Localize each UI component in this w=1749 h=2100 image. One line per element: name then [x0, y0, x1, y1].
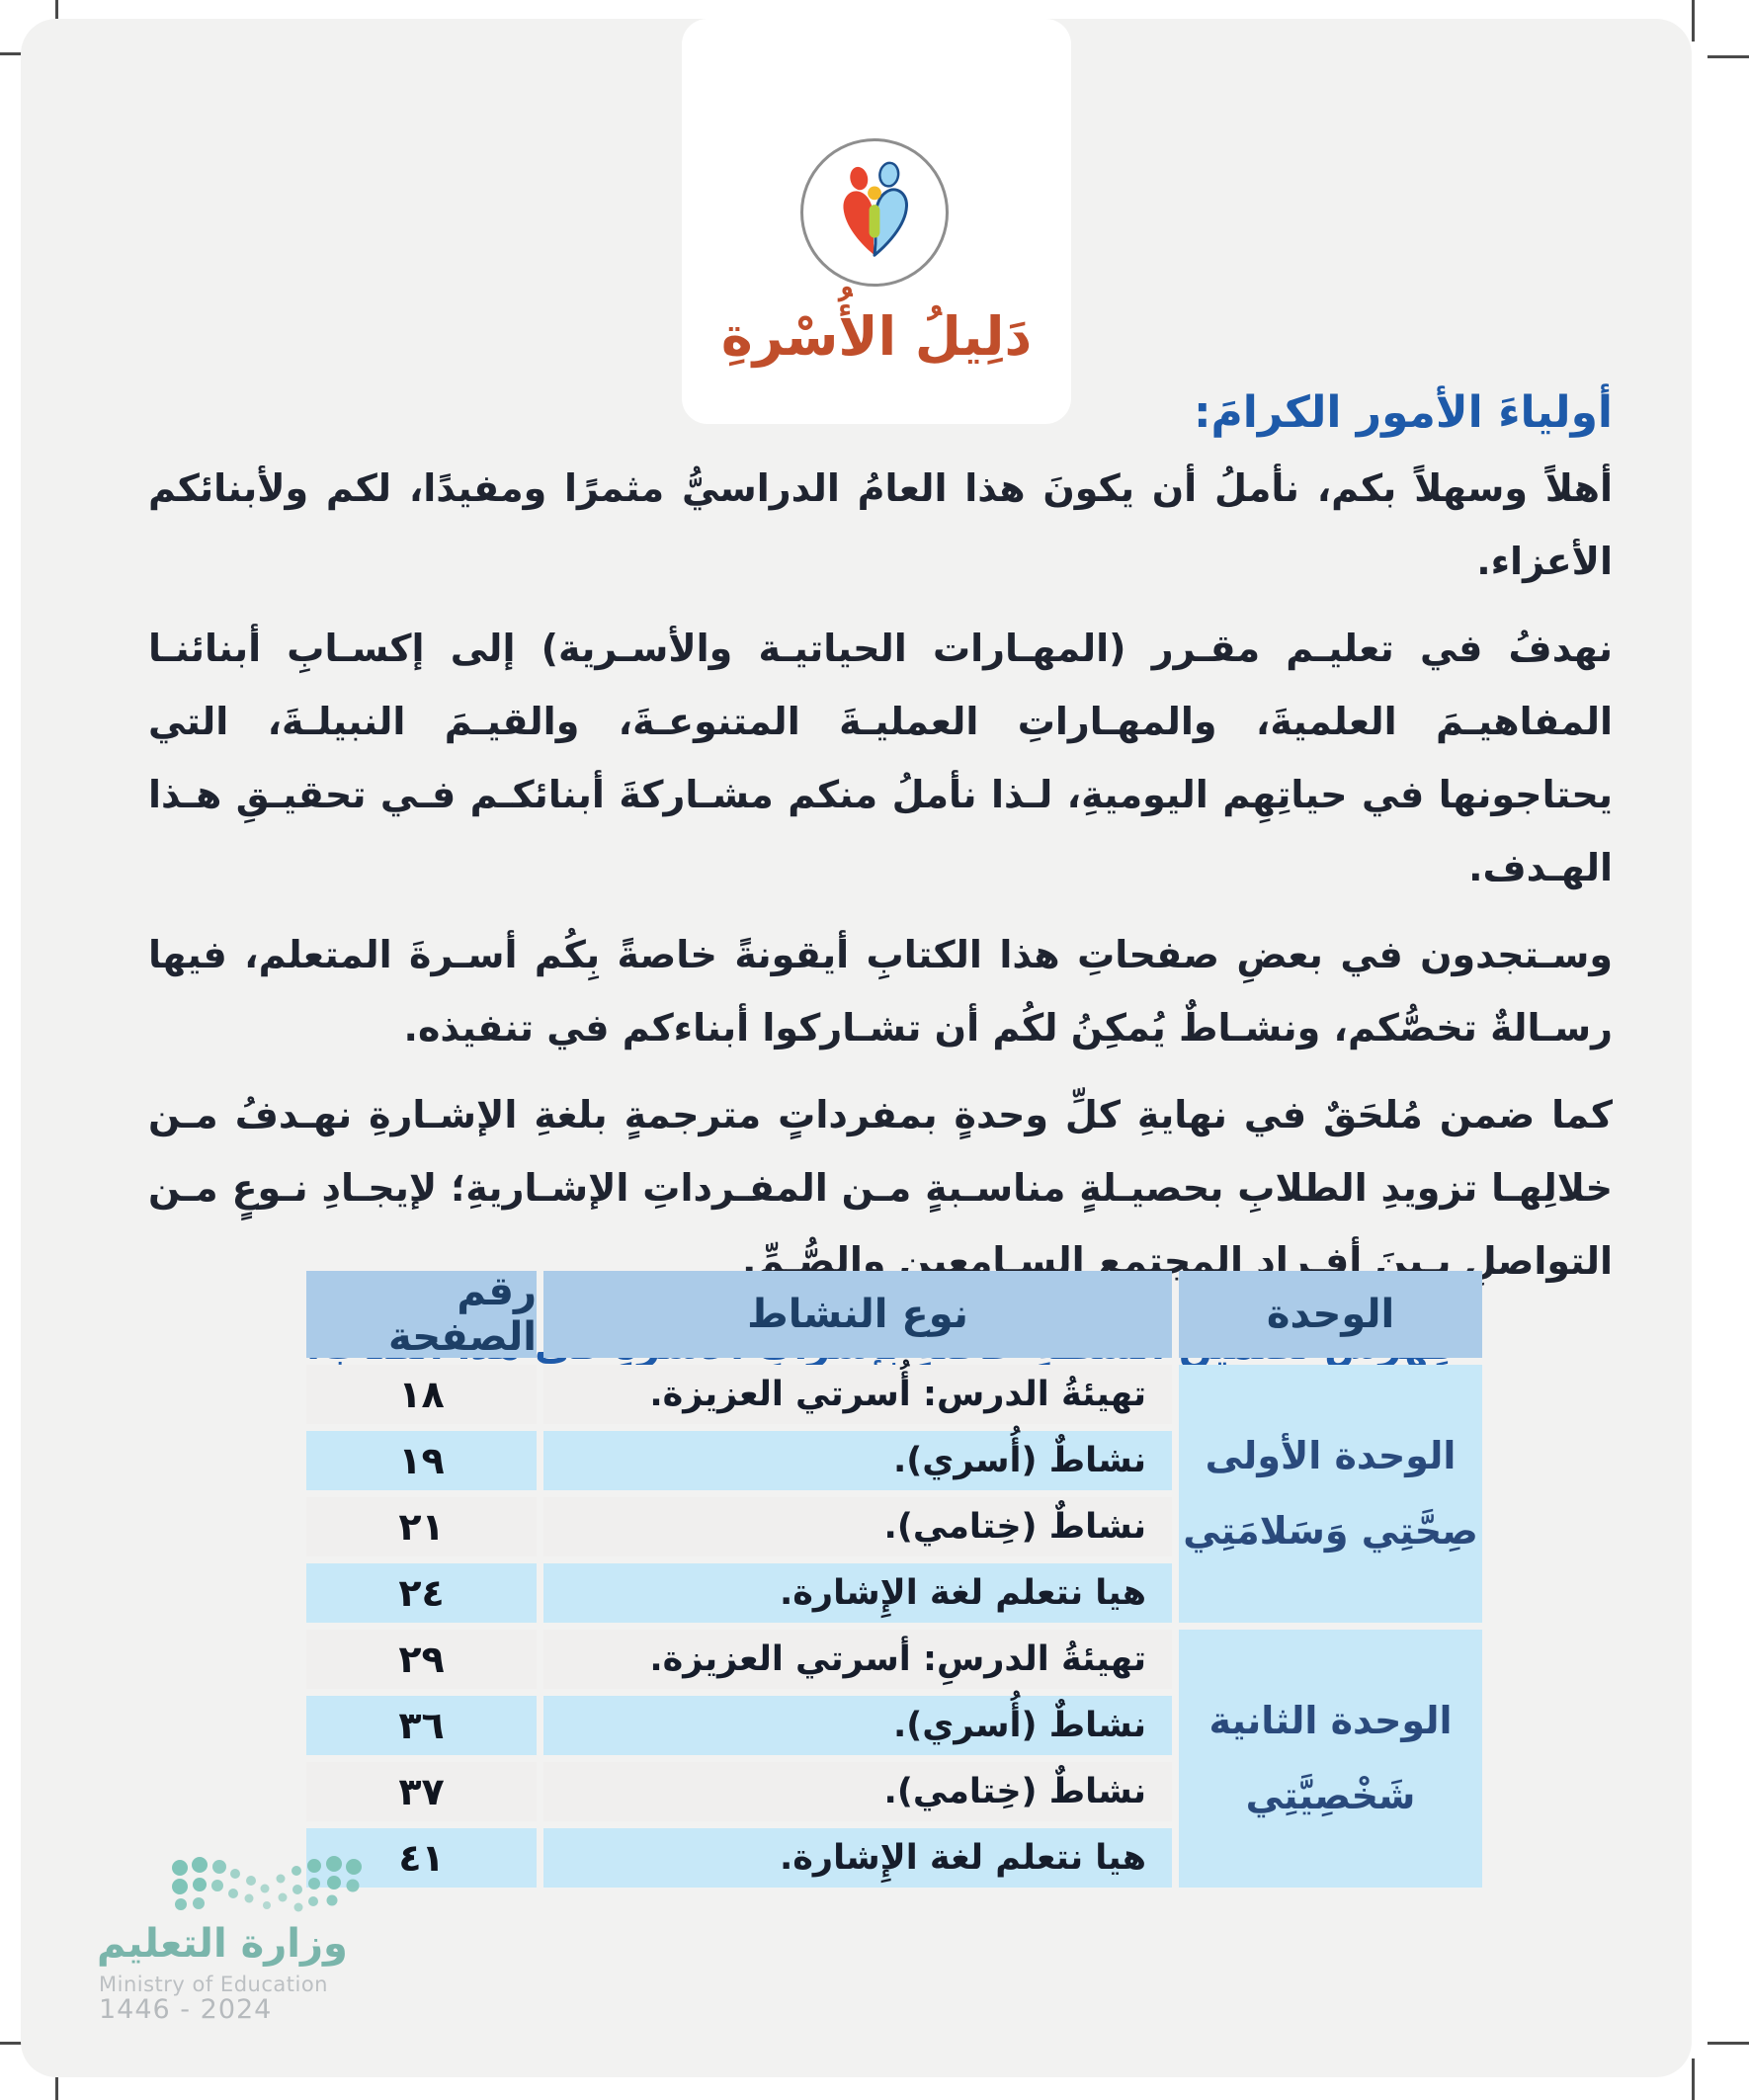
unit-1-name: الوحدة الأولى	[1205, 1434, 1457, 1478]
table-row-page: ٤١	[306, 1828, 537, 1888]
table-row-activity: نشاطٌ (خِتامي).	[543, 1762, 1172, 1821]
family-icon	[843, 161, 908, 257]
table-row-activity: نشاطٌ (خِتامي).	[543, 1497, 1172, 1556]
document-title: دَلِيلُ الأُسْرةِ	[720, 305, 1033, 368]
table-row-activity: نشاطٌ (أُسري).	[543, 1431, 1172, 1490]
unit-2-name: الوحدة الثانية	[1208, 1699, 1453, 1743]
greeting-heading: أولياءَ الأمور الكرامَ:	[1193, 387, 1613, 438]
intro-paragraph-1: أهلاً وسهلاً بكم، نأملُ أن يكونَ هذا الع…	[148, 466, 1613, 583]
crop-mark	[1692, 0, 1695, 42]
intro-paragraph-4: كما ضمن مُلحَقٌ في نهايةِ كلِّ وحدةٍ بمف…	[148, 1093, 1613, 1283]
family-logo-icon	[800, 138, 949, 287]
table-row-activity: هيا نتعلم لغة الإِشارة.	[543, 1563, 1172, 1623]
unit-1-cell: الوحدة الأولى صِحَّتِي وَسَلامَتِي	[1179, 1365, 1482, 1623]
table-row-page: ٢٤	[306, 1563, 537, 1623]
table-row-activity: تهيئةُ الدرس: أُسرتي العزيزة.	[543, 1365, 1172, 1424]
crop-mark	[1707, 2042, 1749, 2045]
table-row-page: ٢١	[306, 1497, 537, 1556]
toc-table: الوحدة نوع النشاط رقم الصفحة الوحدة الأو…	[306, 1269, 1482, 1888]
unit-1-subtitle: صِحَّتِي وَسَلامَتِي	[1183, 1508, 1478, 1553]
crop-mark	[1707, 55, 1749, 58]
unit-2-subtitle: شَخْصِيَّتِي	[1245, 1773, 1416, 1817]
table-row-page: ٣٦	[306, 1696, 537, 1755]
toc-header-unit: الوحدة	[1179, 1271, 1482, 1358]
table-row-activity: تهيئةُ الدرسِ: أسرتي العزيزة.	[543, 1630, 1172, 1689]
table-row-page: ١٩	[306, 1431, 537, 1490]
intro-paragraph-2: نهدفُ في تعليـم مقـرر (المهـارات الحياتي…	[148, 627, 1613, 889]
table-row-page: ٣٧	[306, 1762, 537, 1821]
toc-header-activity: نوع النشاط	[543, 1271, 1172, 1358]
intro-section: أولياءَ الأمور الكرامَ: أهلاً وسهلاً بكم…	[148, 387, 1613, 1369]
table-row-activity: هيا نتعلم لغة الإِشارة.	[543, 1828, 1172, 1888]
table-row-page: ١٨	[306, 1365, 537, 1424]
table-row-page: ٢٩	[306, 1630, 537, 1689]
intro-paragraph-3: وسـتجدون في بعضِ صفحاتِ هذا الكتابِ أيقو…	[148, 933, 1613, 1050]
crop-mark	[55, 2058, 58, 2100]
toc-header-page: رقم الصفحة	[306, 1269, 537, 1360]
table-row-activity: نشاطٌ (أُسري).	[543, 1696, 1172, 1755]
crop-mark	[1692, 2058, 1695, 2100]
unit-2-cell: الوحدة الثانية شَخْصِيَّتِي	[1179, 1630, 1482, 1888]
